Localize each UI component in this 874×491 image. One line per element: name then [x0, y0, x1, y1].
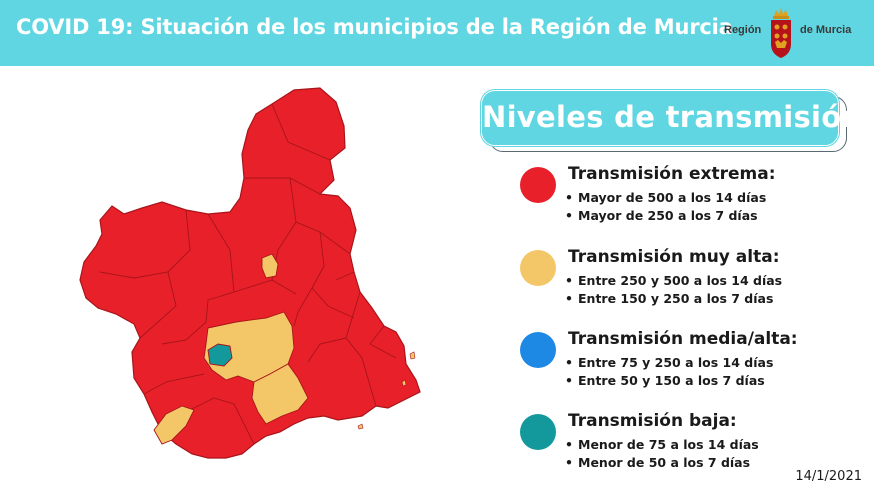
header-banner: COVID 19: Situación de los municipios de…	[0, 0, 874, 66]
level-criterion: Mayor de 500 a los 14 días	[565, 190, 766, 205]
level-color-dot	[520, 250, 556, 286]
level-criterion: Menor de 75 a los 14 días	[565, 437, 759, 452]
level-name: Transmisión media/alta:	[568, 329, 798, 349]
municipality-low	[207, 343, 233, 367]
municipality-very-high-north	[261, 253, 279, 279]
level-color-dot	[520, 167, 556, 203]
legend-level-medium-high: Transmisión media/alta: Entre 75 y 250 a…	[520, 329, 860, 399]
level-color-dot	[520, 414, 556, 450]
legend-title: Niveles de transmisión:	[482, 100, 874, 134]
municipal-borders	[99, 103, 397, 445]
level-name: Transmisión muy alta:	[568, 247, 780, 267]
level-criterion: Entre 50 y 150 a los 7 días	[565, 373, 765, 388]
municipality-very-high-southwest	[153, 405, 195, 445]
level-name: Transmisión extrema:	[568, 164, 776, 184]
legend-title-banner: Niveles de transmisión:	[481, 90, 874, 146]
level-color-dot	[520, 332, 556, 368]
level-criterion: Entre 250 y 500 a los 14 días	[565, 273, 782, 288]
level-criterion: Mayor de 250 a los 7 días	[565, 208, 758, 223]
municipality-very-high-south	[251, 363, 309, 425]
legend-title-box: Niveles de transmisión:	[481, 90, 874, 152]
coastal-islets	[357, 351, 416, 430]
legend-level-low: Transmisión baja: Menor de 75 a los 14 d…	[520, 411, 860, 481]
level-criterion: Menor de 50 a los 7 días	[565, 455, 750, 470]
report-date: 14/1/2021	[795, 469, 862, 484]
level-name: Transmisión baja:	[568, 411, 737, 431]
legend-level-extreme: Transmisión extrema: Mayor de 500 a los …	[520, 164, 860, 234]
logo-text-left: Región	[724, 24, 762, 36]
level-criterion: Entre 75 y 250 a los 14 días	[565, 355, 773, 370]
level-criterion: Entre 150 y 250 a los 7 días	[565, 291, 773, 306]
region-de-murcia-logo: Región de Murcia	[724, 6, 864, 60]
page-title: COVID 19: Situación de los municipios de…	[16, 15, 733, 39]
region-outline	[79, 87, 421, 459]
legend-level-very-high: Transmisión muy alta: Entre 250 y 500 a …	[520, 247, 860, 317]
logo-text-right: de Murcia	[800, 24, 852, 36]
municipalities-map	[79, 87, 421, 459]
coat-of-arms-icon	[771, 8, 791, 58]
